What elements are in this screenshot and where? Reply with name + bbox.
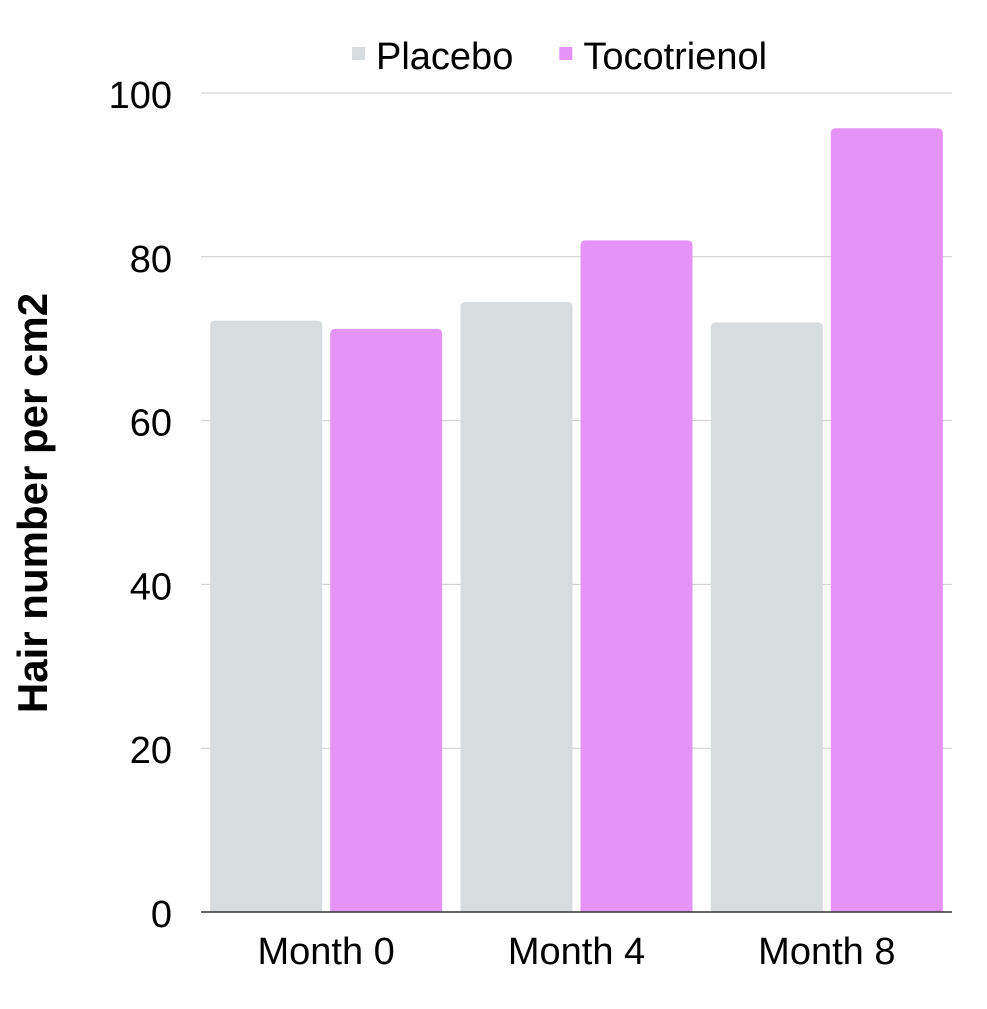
legend-label-tocotrienol: Tocotrienol [583, 36, 767, 78]
y-tick-label: 20 [130, 730, 172, 772]
y-tick-label: 0 [151, 894, 172, 936]
bar-tocotrienol-month-8 [830, 128, 943, 913]
y-tick-label: 80 [130, 239, 172, 281]
gridlines [201, 92, 952, 749]
bars [210, 128, 943, 913]
legend-swatch-placebo [352, 47, 365, 60]
y-tick-label: 40 [130, 566, 172, 608]
bar-tocotrienol-month-4 [580, 240, 693, 913]
x-tick-label: Month 4 [508, 931, 645, 973]
x-tick-label: Month 0 [258, 931, 395, 973]
bar-placebo-month-8 [710, 322, 823, 912]
legend-label-placebo: Placebo [376, 36, 513, 78]
legend-swatch-tocotrienol [559, 47, 573, 60]
y-tick-label: 60 [130, 403, 172, 445]
x-tick-label: Month 8 [758, 931, 895, 973]
bar-tocotrienol-month-0 [330, 328, 443, 912]
legend: Placebo Tocotrienol [352, 36, 767, 78]
axes: 0 20 40 60 80 100 Month 0 Month 4 Month 8 [109, 75, 952, 973]
y-tick-label: 100 [109, 75, 172, 117]
y-axis-title: Hair number per cm2 [9, 293, 56, 713]
bar-placebo-month-0 [210, 320, 323, 912]
bar-placebo-month-4 [460, 301, 573, 913]
